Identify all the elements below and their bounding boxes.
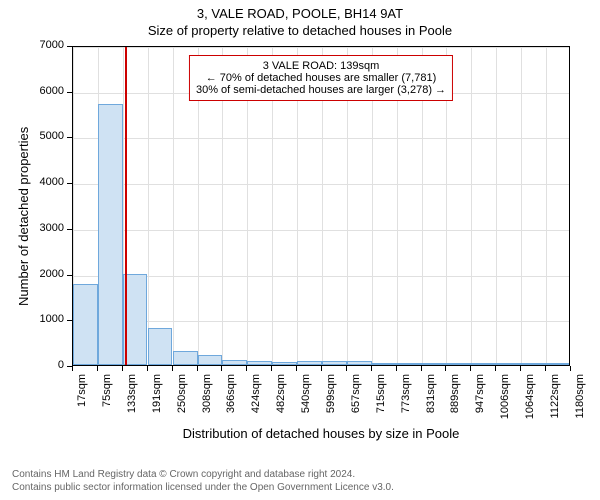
histogram-bar	[446, 363, 471, 365]
x-axis-label: Distribution of detached houses by size …	[72, 426, 570, 441]
reference-annotation: 3 VALE ROAD: 139sqm ← 70% of detached ho…	[189, 55, 453, 101]
x-tick-label: 250sqm	[176, 374, 188, 422]
histogram-bar	[173, 351, 198, 365]
x-tick-label: 133sqm	[126, 374, 138, 422]
footer-attribution: Contains HM Land Registry data © Crown c…	[12, 468, 394, 494]
histogram-bar	[148, 328, 173, 365]
x-tick-label: 424sqm	[250, 374, 262, 422]
annotation-line3: 30% of semi-detached houses are larger (…	[196, 84, 446, 96]
y-tick-label: 6000	[24, 85, 64, 97]
x-tick-label: 482sqm	[275, 374, 287, 422]
x-tick-label: 715sqm	[375, 374, 387, 422]
histogram-bar	[98, 104, 123, 365]
x-tick-label: 889sqm	[449, 374, 461, 422]
x-tick-label: 1064sqm	[524, 374, 536, 422]
x-tick-label: 1006sqm	[499, 374, 511, 422]
histogram-bar	[272, 362, 297, 365]
x-tick-label: 599sqm	[325, 374, 337, 422]
title-subtitle: Size of property relative to detached ho…	[0, 23, 600, 38]
gridline-v	[521, 47, 522, 365]
x-tick-label: 75sqm	[101, 374, 113, 422]
gridline-v	[173, 47, 174, 365]
title-address: 3, VALE ROAD, POOLE, BH14 9AT	[0, 6, 600, 21]
annotation-line2: ← 70% of detached houses are smaller (7,…	[196, 72, 446, 84]
histogram-bar	[322, 361, 347, 365]
x-tick-label: 1122sqm	[549, 374, 561, 422]
x-tick-label: 773sqm	[400, 374, 412, 422]
gridline-v	[546, 47, 547, 365]
gridline-v	[471, 47, 472, 365]
x-tick-label: 947sqm	[474, 374, 486, 422]
x-tick-label: 657sqm	[350, 374, 362, 422]
histogram-bar	[372, 363, 397, 365]
x-tick-label: 540sqm	[300, 374, 312, 422]
histogram-bar	[496, 363, 521, 365]
x-tick-label: 831sqm	[425, 374, 437, 422]
histogram-bar	[198, 355, 223, 365]
y-tick-label: 7000	[24, 39, 64, 51]
histogram-bar	[546, 363, 570, 365]
gridline-v	[496, 47, 497, 365]
y-tick-label: 0	[24, 359, 64, 371]
y-axis-label: Number of detached properties	[16, 127, 31, 306]
gridline-v	[148, 47, 149, 365]
histogram-bar	[422, 363, 447, 365]
histogram-bar	[471, 363, 496, 365]
x-tick-label: 308sqm	[201, 374, 213, 422]
y-tick-label: 1000	[24, 313, 64, 325]
histogram-bar	[397, 363, 422, 365]
histogram-bar	[73, 284, 98, 365]
histogram-bar	[222, 360, 247, 365]
histogram-bar	[247, 361, 272, 365]
x-tick-label: 191sqm	[151, 374, 163, 422]
reference-line	[125, 47, 127, 365]
x-tick-label: 366sqm	[225, 374, 237, 422]
footer-line2: Contains public sector information licen…	[12, 481, 394, 494]
histogram-bar	[347, 361, 372, 365]
histogram-bar	[521, 363, 546, 365]
x-tick-label: 17sqm	[76, 374, 88, 422]
x-tick-label: 1180sqm	[574, 374, 586, 422]
annotation-line1: 3 VALE ROAD: 139sqm	[196, 60, 446, 72]
histogram-bar	[297, 361, 322, 365]
footer-line1: Contains HM Land Registry data © Crown c…	[12, 468, 394, 481]
